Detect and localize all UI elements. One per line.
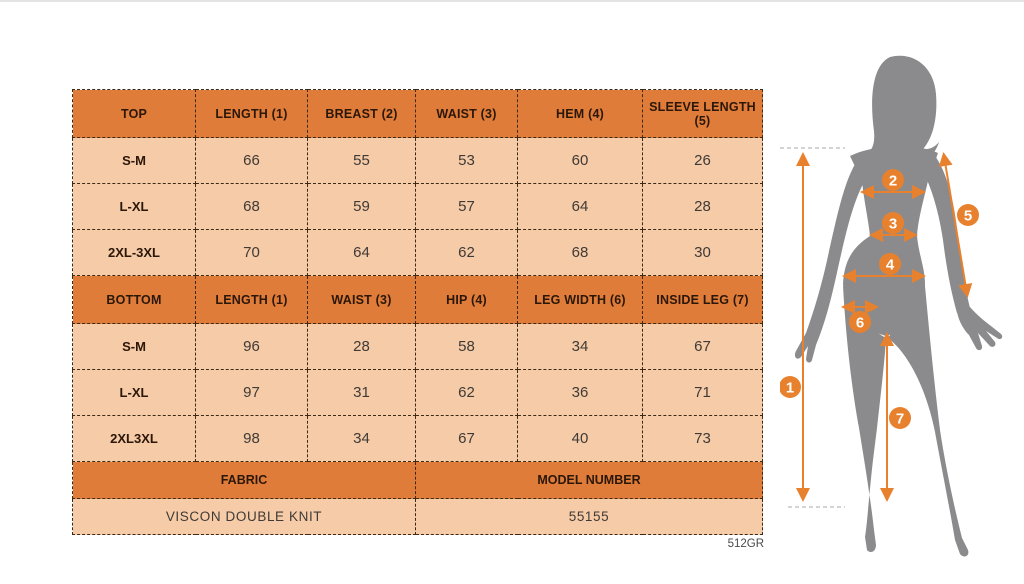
cell-value: 66 [195, 137, 308, 184]
cell-value: 97 [195, 369, 308, 416]
marker-7-label: 7 [896, 411, 904, 428]
cell-value: 96 [195, 323, 308, 370]
guide-dashed-lines [780, 147, 845, 508]
cell-value: 34 [517, 323, 643, 370]
marker-6: 6 [849, 311, 871, 333]
header-model-number: MODEL NUMBER [415, 461, 763, 499]
table-row: 2XL3XL 98 34 67 40 73 [72, 415, 763, 462]
size-label: S-M [72, 323, 196, 370]
header-top-breast: BREAST (2) [307, 89, 416, 138]
table-row: S-M 96 28 58 34 67 [72, 323, 763, 370]
table-row: L-XL 97 31 62 36 71 [72, 369, 763, 416]
size-label: L-XL [72, 369, 196, 416]
marker-5: 5 [957, 204, 979, 226]
cell-value: 31 [307, 369, 416, 416]
header-fabric: FABRIC [72, 461, 416, 499]
cell-value: 28 [307, 323, 416, 370]
header-bottom-length: LENGTH (1) [195, 275, 308, 324]
cell-value: 30 [642, 229, 763, 276]
cell-value: 34 [307, 415, 416, 462]
arrow-sleeve-5 [938, 152, 973, 298]
header-bottom-leg-width: LEG WIDTH (6) [517, 275, 643, 324]
marker-1-label: 1 [786, 380, 794, 397]
marker-1: 1 [780, 376, 801, 398]
cell-value: 68 [517, 229, 643, 276]
cell-value: 70 [195, 229, 308, 276]
page-top-divider [0, 0, 1024, 2]
cell-value: 68 [195, 183, 308, 230]
cell-value: 67 [642, 323, 763, 370]
marker-7: 7 [889, 407, 911, 429]
model-number-value: 55155 [415, 498, 763, 535]
fabric-value-row: VISCON DOUBLE KNIT 55155 [72, 498, 763, 535]
cell-value: 67 [415, 415, 518, 462]
marker-5-label: 5 [964, 208, 972, 225]
marker-4-label: 4 [886, 257, 895, 274]
size-label: L-XL [72, 183, 196, 230]
marker-4: 4 [879, 253, 901, 275]
size-label: S-M [72, 137, 196, 184]
size-label: 2XL3XL [72, 415, 196, 462]
header-top: TOP [72, 89, 196, 138]
marker-3-label: 3 [889, 216, 897, 233]
woman-silhouette-icon [794, 55, 1003, 557]
marker-6-label: 6 [856, 315, 864, 332]
cell-value: 53 [415, 137, 518, 184]
marker-3: 3 [882, 212, 904, 234]
header-top-length: LENGTH (1) [195, 89, 308, 138]
header-bottom-inside-leg: INSIDE LEG (7) [642, 275, 763, 324]
cell-value: 40 [517, 415, 643, 462]
header-top-waist: WAIST (3) [415, 89, 518, 138]
header-top-hem: HEM (4) [517, 89, 643, 138]
cell-value: 71 [642, 369, 763, 416]
cell-value: 60 [517, 137, 643, 184]
top-header-row: TOP LENGTH (1) BREAST (2) WAIST (3) HEM … [72, 89, 763, 138]
cell-value: 59 [307, 183, 416, 230]
header-bottom-hip: HIP (4) [415, 275, 518, 324]
cell-value: 57 [415, 183, 518, 230]
table-row: 2XL-3XL 70 64 62 68 30 [72, 229, 763, 276]
cell-value: 58 [415, 323, 518, 370]
bottom-header-row: BOTTOM LENGTH (1) WAIST (3) HIP (4) LEG … [72, 275, 763, 324]
cell-value: 73 [642, 415, 763, 462]
cell-value: 98 [195, 415, 308, 462]
cell-value: 62 [415, 229, 518, 276]
style-code-label: 512GR [727, 538, 764, 550]
table-row: L-XL 68 59 57 64 28 [72, 183, 763, 230]
cell-value: 26 [642, 137, 763, 184]
marker-2-label: 2 [889, 173, 897, 190]
cell-value: 36 [517, 369, 643, 416]
cell-value: 28 [642, 183, 763, 230]
cell-value: 62 [415, 369, 518, 416]
table-row: S-M 66 55 53 60 26 [72, 137, 763, 184]
size-chart-table: TOP LENGTH (1) BREAST (2) WAIST (3) HEM … [72, 89, 763, 535]
header-bottom-waist: WAIST (3) [307, 275, 416, 324]
measurement-figure-illustration: 1 2 3 4 5 6 7 [780, 55, 1003, 557]
fabric-value: VISCON DOUBLE KNIT [72, 498, 416, 535]
marker-2: 2 [882, 169, 904, 191]
header-bottom: BOTTOM [72, 275, 196, 324]
fabric-header-row: FABRIC MODEL NUMBER [72, 461, 763, 499]
cell-value: 64 [307, 229, 416, 276]
cell-value: 55 [307, 137, 416, 184]
cell-value: 64 [517, 183, 643, 230]
size-label: 2XL-3XL [72, 229, 196, 276]
measurement-arrows [796, 152, 973, 502]
header-top-sleeve-length: SLEEVE LENGTH (5) [642, 89, 763, 138]
measurement-markers: 1 2 3 4 5 6 7 [780, 169, 979, 429]
